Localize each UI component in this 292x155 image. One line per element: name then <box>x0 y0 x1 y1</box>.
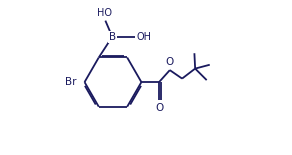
Text: O: O <box>166 57 174 67</box>
Text: OH: OH <box>136 32 151 42</box>
Text: B: B <box>109 32 116 42</box>
Text: HO: HO <box>97 8 112 18</box>
Text: O: O <box>155 103 163 113</box>
Text: Br: Br <box>65 77 76 87</box>
